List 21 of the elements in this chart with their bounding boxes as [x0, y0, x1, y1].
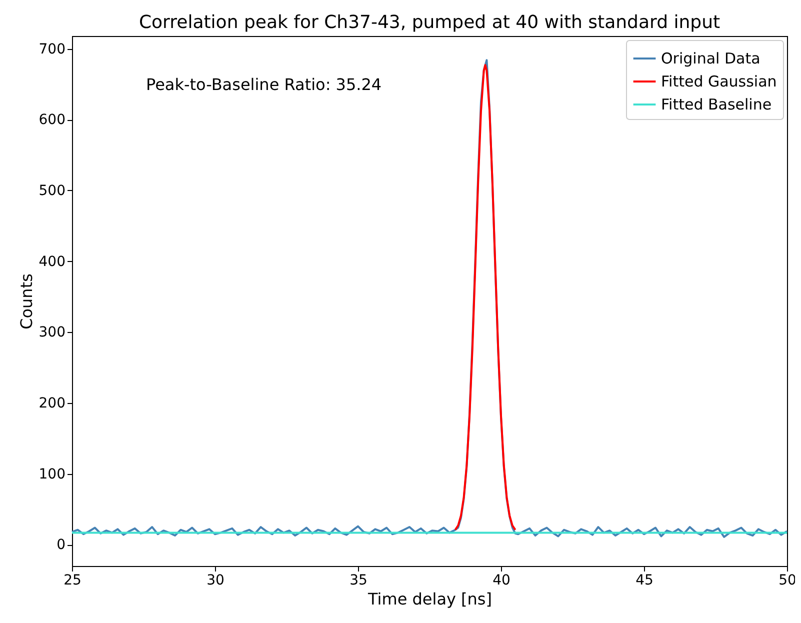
y-tick-label: 100 — [38, 466, 66, 482]
annotation: Peak-to-Baseline Ratio: 35.24 — [146, 75, 382, 94]
y-tick-label: 600 — [38, 112, 66, 128]
chart-title: Correlation peak for Ch37-43, pumped at 40 with standard input — [138, 12, 720, 33]
y-tick-label: 400 — [38, 254, 66, 270]
legend-label: Original Data — [661, 50, 760, 68]
line-series — [454, 64, 516, 531]
legend-label: Fitted Gaussian — [661, 72, 777, 90]
y-axis-title: Counts — [16, 274, 36, 330]
y-tick-label: 0 — [56, 537, 66, 554]
y-tick-label: 700 — [38, 41, 66, 58]
x-tick-label: 25 — [64, 572, 82, 588]
x-tick-label: 40 — [492, 572, 510, 588]
x-tick-label: 30 — [206, 572, 224, 588]
x-tick-label: 35 — [350, 572, 368, 588]
y-tick-label: 200 — [38, 396, 66, 412]
legend-label: Fitted Baseline — [661, 96, 772, 114]
x-tick-label: 45 — [636, 572, 654, 588]
y-tick-label: 500 — [38, 182, 66, 199]
y-tick-label: 300 — [38, 324, 66, 341]
x-axis-title: Time delay [ns] — [366, 590, 492, 608]
